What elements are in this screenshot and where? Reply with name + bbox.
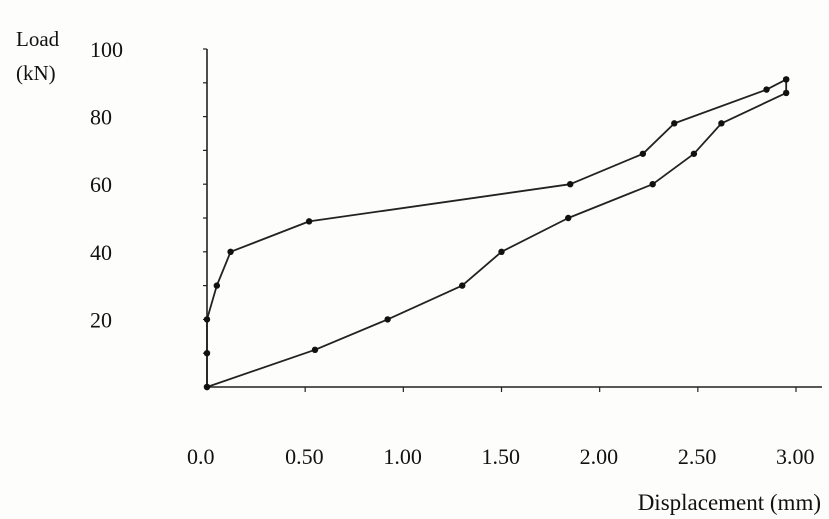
- y-axis-title-line-2: (kN): [16, 61, 56, 85]
- data-point: [763, 86, 770, 93]
- data-point: [718, 120, 725, 127]
- x-tick-label: 2.50: [678, 444, 717, 469]
- data-point: [671, 120, 678, 127]
- y-tick-label: 20: [90, 307, 112, 332]
- data-point: [639, 150, 647, 157]
- data-points: [203, 76, 790, 391]
- x-tick-label: 1.50: [482, 444, 521, 469]
- y-tick-label: 80: [90, 105, 112, 130]
- x-tick-label: 3.00: [776, 444, 815, 469]
- x-tick-label: 2.00: [580, 444, 619, 469]
- x-tick-label: 0.0: [187, 444, 215, 469]
- data-point: [498, 248, 505, 255]
- data-point: [782, 89, 790, 97]
- y-tick-label: 100: [90, 37, 123, 62]
- data-point: [567, 181, 574, 188]
- y-tick-label: 40: [90, 240, 112, 265]
- series-line-2: [206, 79, 788, 388]
- axes: [206, 49, 822, 388]
- data-point: [384, 316, 391, 323]
- y-tick-label: 60: [90, 172, 112, 197]
- x-axis-title: Displacement (mm): [638, 490, 821, 515]
- data-point: [782, 76, 790, 83]
- data-point: [311, 346, 319, 354]
- data-point: [213, 282, 221, 289]
- data-point: [203, 316, 211, 323]
- series-lines: [206, 78, 788, 388]
- x-tick-label: 0.50: [285, 444, 324, 469]
- series-line-1: [206, 78, 787, 387]
- tick-labels: 20 40 60 80 100 0.0 0.50 1.00 1.50 2.00 2.50 3.00: [90, 37, 815, 469]
- data-point: [227, 248, 234, 255]
- data-point: [305, 218, 313, 225]
- data-point: [459, 282, 466, 289]
- x-tick-label: 1.00: [383, 444, 422, 469]
- data-point: [203, 350, 211, 357]
- tick-marks: [203, 48, 797, 392]
- y-axis-title-line-1: Load: [16, 27, 60, 51]
- data-point: [565, 214, 572, 222]
- data-point: [649, 181, 656, 188]
- data-point: [203, 383, 211, 391]
- data-point: [690, 150, 698, 157]
